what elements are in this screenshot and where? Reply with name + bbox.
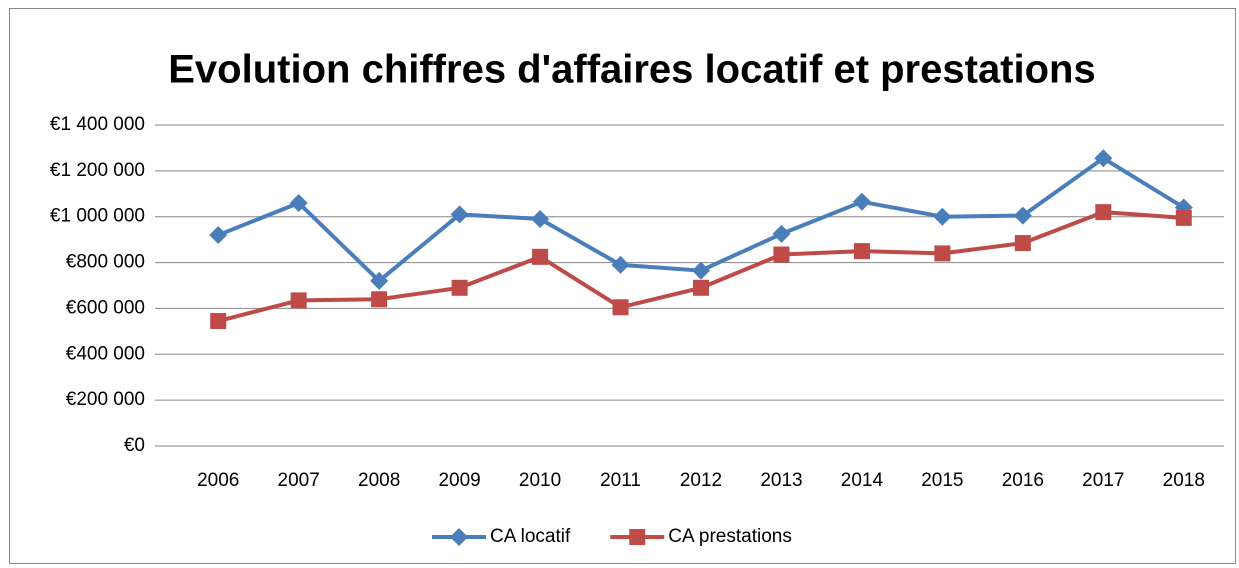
marker	[450, 205, 469, 224]
x-tick-label: 2009	[438, 470, 480, 491]
marker	[1095, 204, 1112, 221]
y-tick-label: €1 200 000	[50, 160, 145, 181]
marker	[772, 224, 791, 243]
x-tick-label: 2012	[680, 470, 722, 491]
marker	[210, 313, 227, 330]
marker	[692, 261, 710, 280]
y-tick-label: €1 400 000	[50, 114, 145, 135]
marker	[612, 299, 629, 316]
marker	[290, 292, 307, 309]
legend-marker	[450, 528, 468, 546]
y-tick-label: €0	[124, 435, 145, 456]
marker	[289, 193, 308, 212]
marker	[370, 271, 389, 290]
marker	[933, 207, 952, 226]
marker	[1014, 235, 1031, 252]
y-tick-label: €400 000	[66, 343, 145, 364]
marker	[209, 226, 228, 245]
x-tick-label: 2006	[197, 470, 239, 491]
marker	[371, 291, 388, 308]
marker	[531, 210, 550, 229]
legend-label: CA locatif	[490, 526, 571, 547]
chart-title: Evolution chiffres d'affaires locatif et…	[168, 48, 1095, 92]
x-tick-label: 2011	[600, 470, 641, 491]
x-tick-label: 2008	[358, 470, 400, 491]
x-tick-label: 2013	[760, 470, 802, 491]
marker	[852, 192, 871, 211]
x-tick-label: 2014	[841, 470, 884, 491]
y-tick-label: €800 000	[66, 252, 145, 273]
y-tick-label: €1 000 000	[50, 206, 145, 227]
y-tick-label: €600 000	[66, 297, 145, 318]
chart-frame	[9, 8, 1236, 564]
x-tick-label: 2007	[278, 470, 320, 491]
y-tick-label: €200 000	[66, 389, 145, 410]
marker	[853, 243, 870, 260]
marker	[1094, 149, 1113, 168]
marker	[693, 279, 709, 296]
marker	[451, 279, 468, 296]
x-tick-label: 2010	[519, 470, 561, 491]
x-tick-label: 2015	[921, 470, 963, 491]
marker	[611, 255, 630, 274]
legend-marker	[629, 529, 646, 545]
x-tick-label: 2017	[1082, 470, 1124, 491]
marker	[934, 245, 951, 262]
x-tick-label: 2016	[1002, 470, 1044, 491]
marker	[1013, 206, 1032, 225]
legend-label: CA prestations	[668, 526, 792, 547]
marker	[532, 248, 549, 265]
marker	[773, 246, 790, 263]
x-tick-label: 2018	[1163, 470, 1205, 491]
marker	[1175, 209, 1192, 226]
